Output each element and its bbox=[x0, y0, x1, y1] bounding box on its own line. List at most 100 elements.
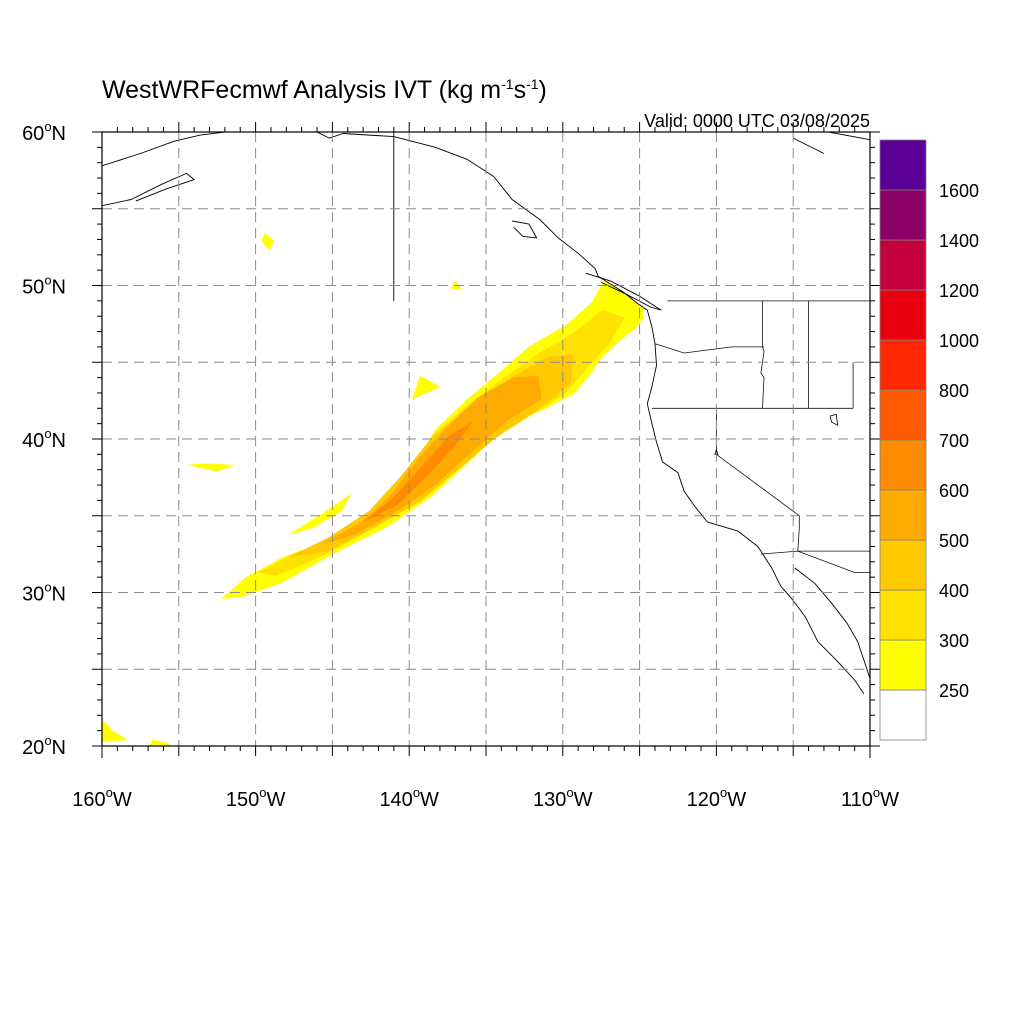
longitude-value: 110 bbox=[841, 789, 873, 811]
coastline bbox=[316, 132, 865, 695]
chart-title: WestWRFecmwf Analysis IVT (kg m-1s-1) bbox=[102, 76, 547, 104]
ivt-patch bbox=[187, 463, 235, 472]
longitude-label: 130oW bbox=[533, 785, 593, 811]
coastline bbox=[792, 137, 825, 154]
colorbar-swatch bbox=[879, 539, 927, 591]
coastline bbox=[102, 132, 225, 167]
colorbar-label: 400 bbox=[939, 581, 969, 601]
hemisphere-suffix: N bbox=[52, 737, 66, 759]
ivt-patch bbox=[289, 494, 352, 535]
longitude-value: 140 bbox=[379, 789, 412, 811]
state-border bbox=[760, 300, 765, 409]
valid-time-label: Valid: 0000 UTC 03/08/2025 bbox=[644, 111, 870, 131]
longitude-value: 150 bbox=[226, 789, 259, 811]
longitude-value: 160 bbox=[72, 789, 105, 811]
colorbar-label: 1400 bbox=[939, 231, 979, 251]
state-border bbox=[716, 408, 800, 517]
latitude-value: 50 bbox=[22, 277, 44, 299]
latitude-value: 20 bbox=[22, 737, 44, 759]
ivt-band-600 bbox=[362, 421, 473, 523]
degree-symbol: o bbox=[44, 119, 51, 134]
colorbar-swatch bbox=[879, 139, 927, 191]
ivt-patch bbox=[102, 719, 129, 742]
colorbar-swatch bbox=[879, 189, 927, 241]
state-border bbox=[760, 550, 870, 573]
ivt-patch bbox=[450, 280, 462, 289]
colorbar-swatch bbox=[879, 639, 927, 691]
colorbar-swatch bbox=[879, 289, 927, 341]
longitude-label: 120oW bbox=[687, 785, 747, 811]
state-border bbox=[654, 343, 764, 354]
longitude-label: 140oW bbox=[379, 785, 439, 811]
ivt-shading bbox=[102, 232, 643, 746]
political-borders bbox=[651, 300, 870, 573]
longitude-value: 120 bbox=[687, 789, 720, 811]
hemisphere-suffix: N bbox=[52, 277, 66, 299]
coastline bbox=[794, 567, 870, 679]
colorbar-swatch bbox=[879, 589, 927, 641]
longitude-label: 160oW bbox=[72, 785, 132, 811]
degree-symbol: o bbox=[720, 785, 727, 800]
degree-symbol: o bbox=[44, 733, 51, 748]
degree-symbol: o bbox=[259, 785, 266, 800]
colorbar-label: 800 bbox=[939, 381, 969, 401]
title-end: ) bbox=[539, 76, 547, 104]
degree-symbol: o bbox=[44, 273, 51, 288]
colorbar-label: 250 bbox=[939, 681, 969, 701]
colorbar-label: 500 bbox=[939, 531, 969, 551]
colorbar-swatch bbox=[879, 239, 927, 291]
ivt-patch bbox=[261, 232, 275, 251]
coastline bbox=[828, 132, 870, 141]
latitude-value: 30 bbox=[22, 584, 44, 606]
title-sup-2: -1 bbox=[526, 76, 539, 92]
colorbar-label: 300 bbox=[939, 631, 969, 651]
lat-lon-grid bbox=[102, 132, 870, 746]
latitude-value: 40 bbox=[22, 430, 44, 452]
degree-symbol: o bbox=[873, 785, 880, 800]
latitude-label: 40oN bbox=[22, 426, 66, 452]
latitude-label: 30oN bbox=[22, 580, 66, 606]
title-main: WestWRFecmwf Analysis IVT (kg m bbox=[102, 76, 501, 104]
coastline bbox=[512, 220, 538, 239]
degree-symbol: o bbox=[44, 426, 51, 441]
degree-symbol: o bbox=[566, 785, 573, 800]
latitude-label: 20oN bbox=[22, 733, 66, 759]
hemisphere-suffix: N bbox=[52, 584, 66, 606]
ivt-patch bbox=[411, 375, 441, 400]
coastline bbox=[585, 272, 662, 311]
longitude-label: 150oW bbox=[226, 785, 286, 811]
colorbar-label: 1600 bbox=[939, 181, 979, 201]
colorbar-label: 600 bbox=[939, 481, 969, 501]
longitude-value: 130 bbox=[533, 789, 566, 811]
longitude-label: 110oW bbox=[841, 785, 899, 811]
colorbar-swatch bbox=[879, 339, 927, 391]
hemisphere-suffix: W bbox=[727, 789, 746, 811]
hemisphere-suffix: N bbox=[52, 430, 66, 452]
title-mid: s bbox=[514, 76, 527, 104]
colorbar-label: 1000 bbox=[939, 331, 979, 351]
colorbar-swatch bbox=[879, 389, 927, 441]
coastline bbox=[102, 172, 195, 207]
colorbar-label: 1200 bbox=[939, 281, 979, 301]
map-plot-area bbox=[102, 132, 870, 746]
degree-symbol: o bbox=[106, 785, 113, 800]
hemisphere-suffix: W bbox=[880, 789, 899, 811]
colorbar-label: 700 bbox=[939, 431, 969, 451]
axis-ticks bbox=[92, 122, 880, 758]
hemisphere-suffix: W bbox=[266, 789, 285, 811]
ivt-patch bbox=[149, 739, 172, 746]
lakes bbox=[714, 413, 839, 455]
longitude-labels: 160oW 150oW 140oW 130oW 120oW 110oW bbox=[72, 785, 899, 811]
title-sup-1: -1 bbox=[501, 76, 514, 92]
latitude-label: 60oN bbox=[22, 119, 66, 145]
colorbar: 250 300 400 500 600 700 800 1000 1200 1400 1600 bbox=[879, 139, 979, 741]
colorbar-swatch bbox=[879, 489, 927, 541]
latitude-value: 60 bbox=[22, 123, 44, 145]
hemisphere-suffix: W bbox=[113, 789, 132, 811]
state-border bbox=[797, 515, 870, 552]
latitude-label: 50oN bbox=[22, 273, 66, 299]
degree-symbol: o bbox=[44, 580, 51, 595]
hemisphere-suffix: W bbox=[420, 789, 439, 811]
